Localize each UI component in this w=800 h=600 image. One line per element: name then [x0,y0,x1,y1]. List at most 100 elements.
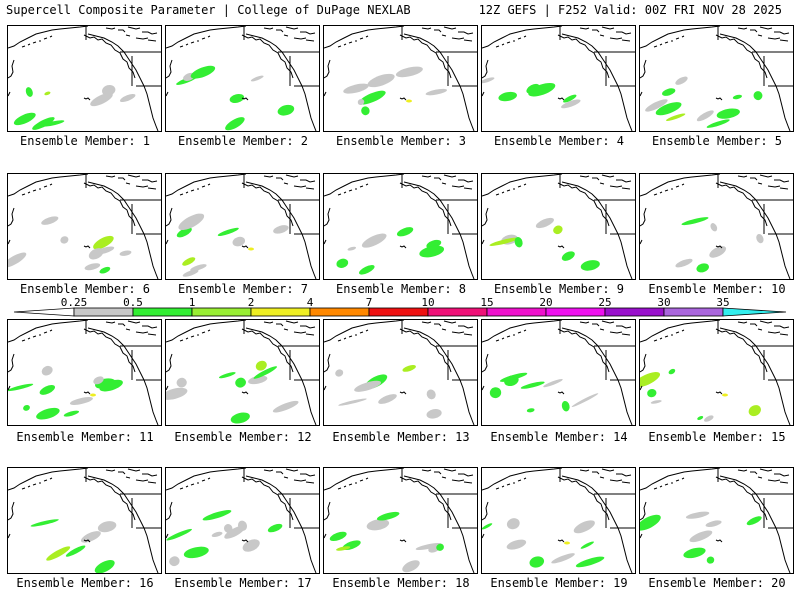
scp-shaded-area [253,366,278,379]
scp-shaded-area [176,227,192,238]
scp-shaded-area [255,360,267,371]
ensemble-member-caption: Ensemble Member: 14 [490,430,628,444]
scp-shaded-area [183,546,209,559]
scp-shaded-area [225,117,245,131]
scp-shaded-area [668,368,676,375]
scp-shaded-area [489,237,519,246]
ensemble-member-caption: Ensemble Member: 20 [648,576,786,590]
scp-shaded-area [419,245,445,258]
scp-shaded-area [746,516,762,526]
map-plot [166,320,319,425]
scp-shaded-area [696,263,709,273]
scp-shaded-area [8,383,34,392]
scp-shaded-area [650,400,662,404]
scp-shaded-area [41,365,53,376]
ensemble-map-panel [165,467,320,574]
scp-shaded-area [224,525,245,539]
scp-shaded-area [696,110,714,122]
scp-shaded-area [529,556,545,568]
scale-tick-label: 1 [189,296,196,309]
scp-shaded-area [242,539,260,552]
scp-shaded-area [564,541,570,545]
scp-shaded-area [732,94,742,100]
ensemble-member-caption: Ensemble Member: 18 [332,576,470,590]
ensemble-map-panel [7,173,162,280]
scp-shaded-area [338,398,367,406]
scp-shaded-area [329,531,347,542]
scp-shaded-area [354,380,382,392]
scale-color-bin [309,307,370,317]
ensemble-map-panel [481,319,636,426]
scp-shaded-area [520,381,545,389]
scp-shaded-area [229,93,245,104]
scp-shaded-area [336,546,351,551]
scp-shaded-area [39,384,55,395]
scp-shaded-area [273,225,289,234]
scp-shaded-area [575,556,605,568]
scp-shaded-area [230,412,250,424]
coastline-outline [8,320,161,425]
scp-shaded-area [666,113,686,121]
scp-shaded-area [402,365,416,372]
scp-shaded-area [182,269,199,277]
scp-shaded-area [561,99,581,109]
ensemble-map-panel [7,467,162,574]
scp-shaded-area [436,543,444,551]
scp-shaded-area [119,250,132,256]
scp-shaded-area [211,531,223,538]
scp-shaded-area [190,264,207,272]
scale-tick-label: 35 [716,296,729,309]
scp-shaded-area [482,77,495,84]
scp-shaded-area [361,233,387,248]
scp-shaded-area [499,372,528,382]
scp-shaded-area [202,510,232,521]
map-plot [482,468,635,573]
scp-shaded-area [93,376,104,385]
scp-shaded-area [13,112,36,126]
scp-shaded-area [640,372,661,388]
scp-shaded-area [32,117,55,130]
scp-shaded-area [506,518,520,530]
model-run-valid-time: 12Z GEFS | F252 Valid: 00Z FRI NOV 28 20… [478,3,782,17]
scp-shaded-area [748,405,761,417]
scp-shaded-area [99,379,123,392]
scp-shaded-area [361,106,370,116]
scp-shaded-area [178,213,205,231]
ensemble-map-panel [165,173,320,280]
scp-shaded-area [272,400,299,413]
scp-shaded-area [489,387,502,399]
scp-shaded-area [376,511,400,521]
scp-shaded-area [551,553,575,564]
scp-shaded-area [88,248,104,260]
scale-arrow-left [13,307,75,317]
scp-shaded-area [347,246,357,251]
scale-color-bin [486,307,547,317]
scp-shaded-area [675,258,693,268]
scp-shaded-area [232,236,246,247]
scp-shaded-area [697,416,704,420]
scp-shaded-area [248,375,268,385]
ensemble-member-caption: Ensemble Member: 4 [493,134,625,148]
scale-color-bin [368,307,429,317]
coastline-outline [640,320,793,425]
scp-shaded-area [571,393,599,407]
coastline-outline [324,320,477,425]
coastline-outline [324,26,477,131]
scale-color-bin [427,307,488,317]
ensemble-map-panel [323,25,478,132]
ensemble-map-panel [639,467,794,574]
map-plot [8,320,161,425]
scp-shaded-area [94,560,115,573]
ensemble-map-panel [639,25,794,132]
ensemble-member-caption: Ensemble Member: 10 [648,282,786,296]
scp-shaded-area [535,217,554,229]
ensemble-member-caption: Ensemble Member: 12 [174,430,312,444]
scp-shaded-area [343,83,369,94]
scp-shaded-area [563,94,577,103]
scp-shaded-area [543,379,563,388]
ensemble-member-caption: Ensemble Member: 13 [332,430,470,444]
scp-shaded-area [102,84,116,96]
scale-color-bin [132,307,193,317]
scale-tick-label: 15 [480,296,493,309]
map-plot [324,174,477,279]
